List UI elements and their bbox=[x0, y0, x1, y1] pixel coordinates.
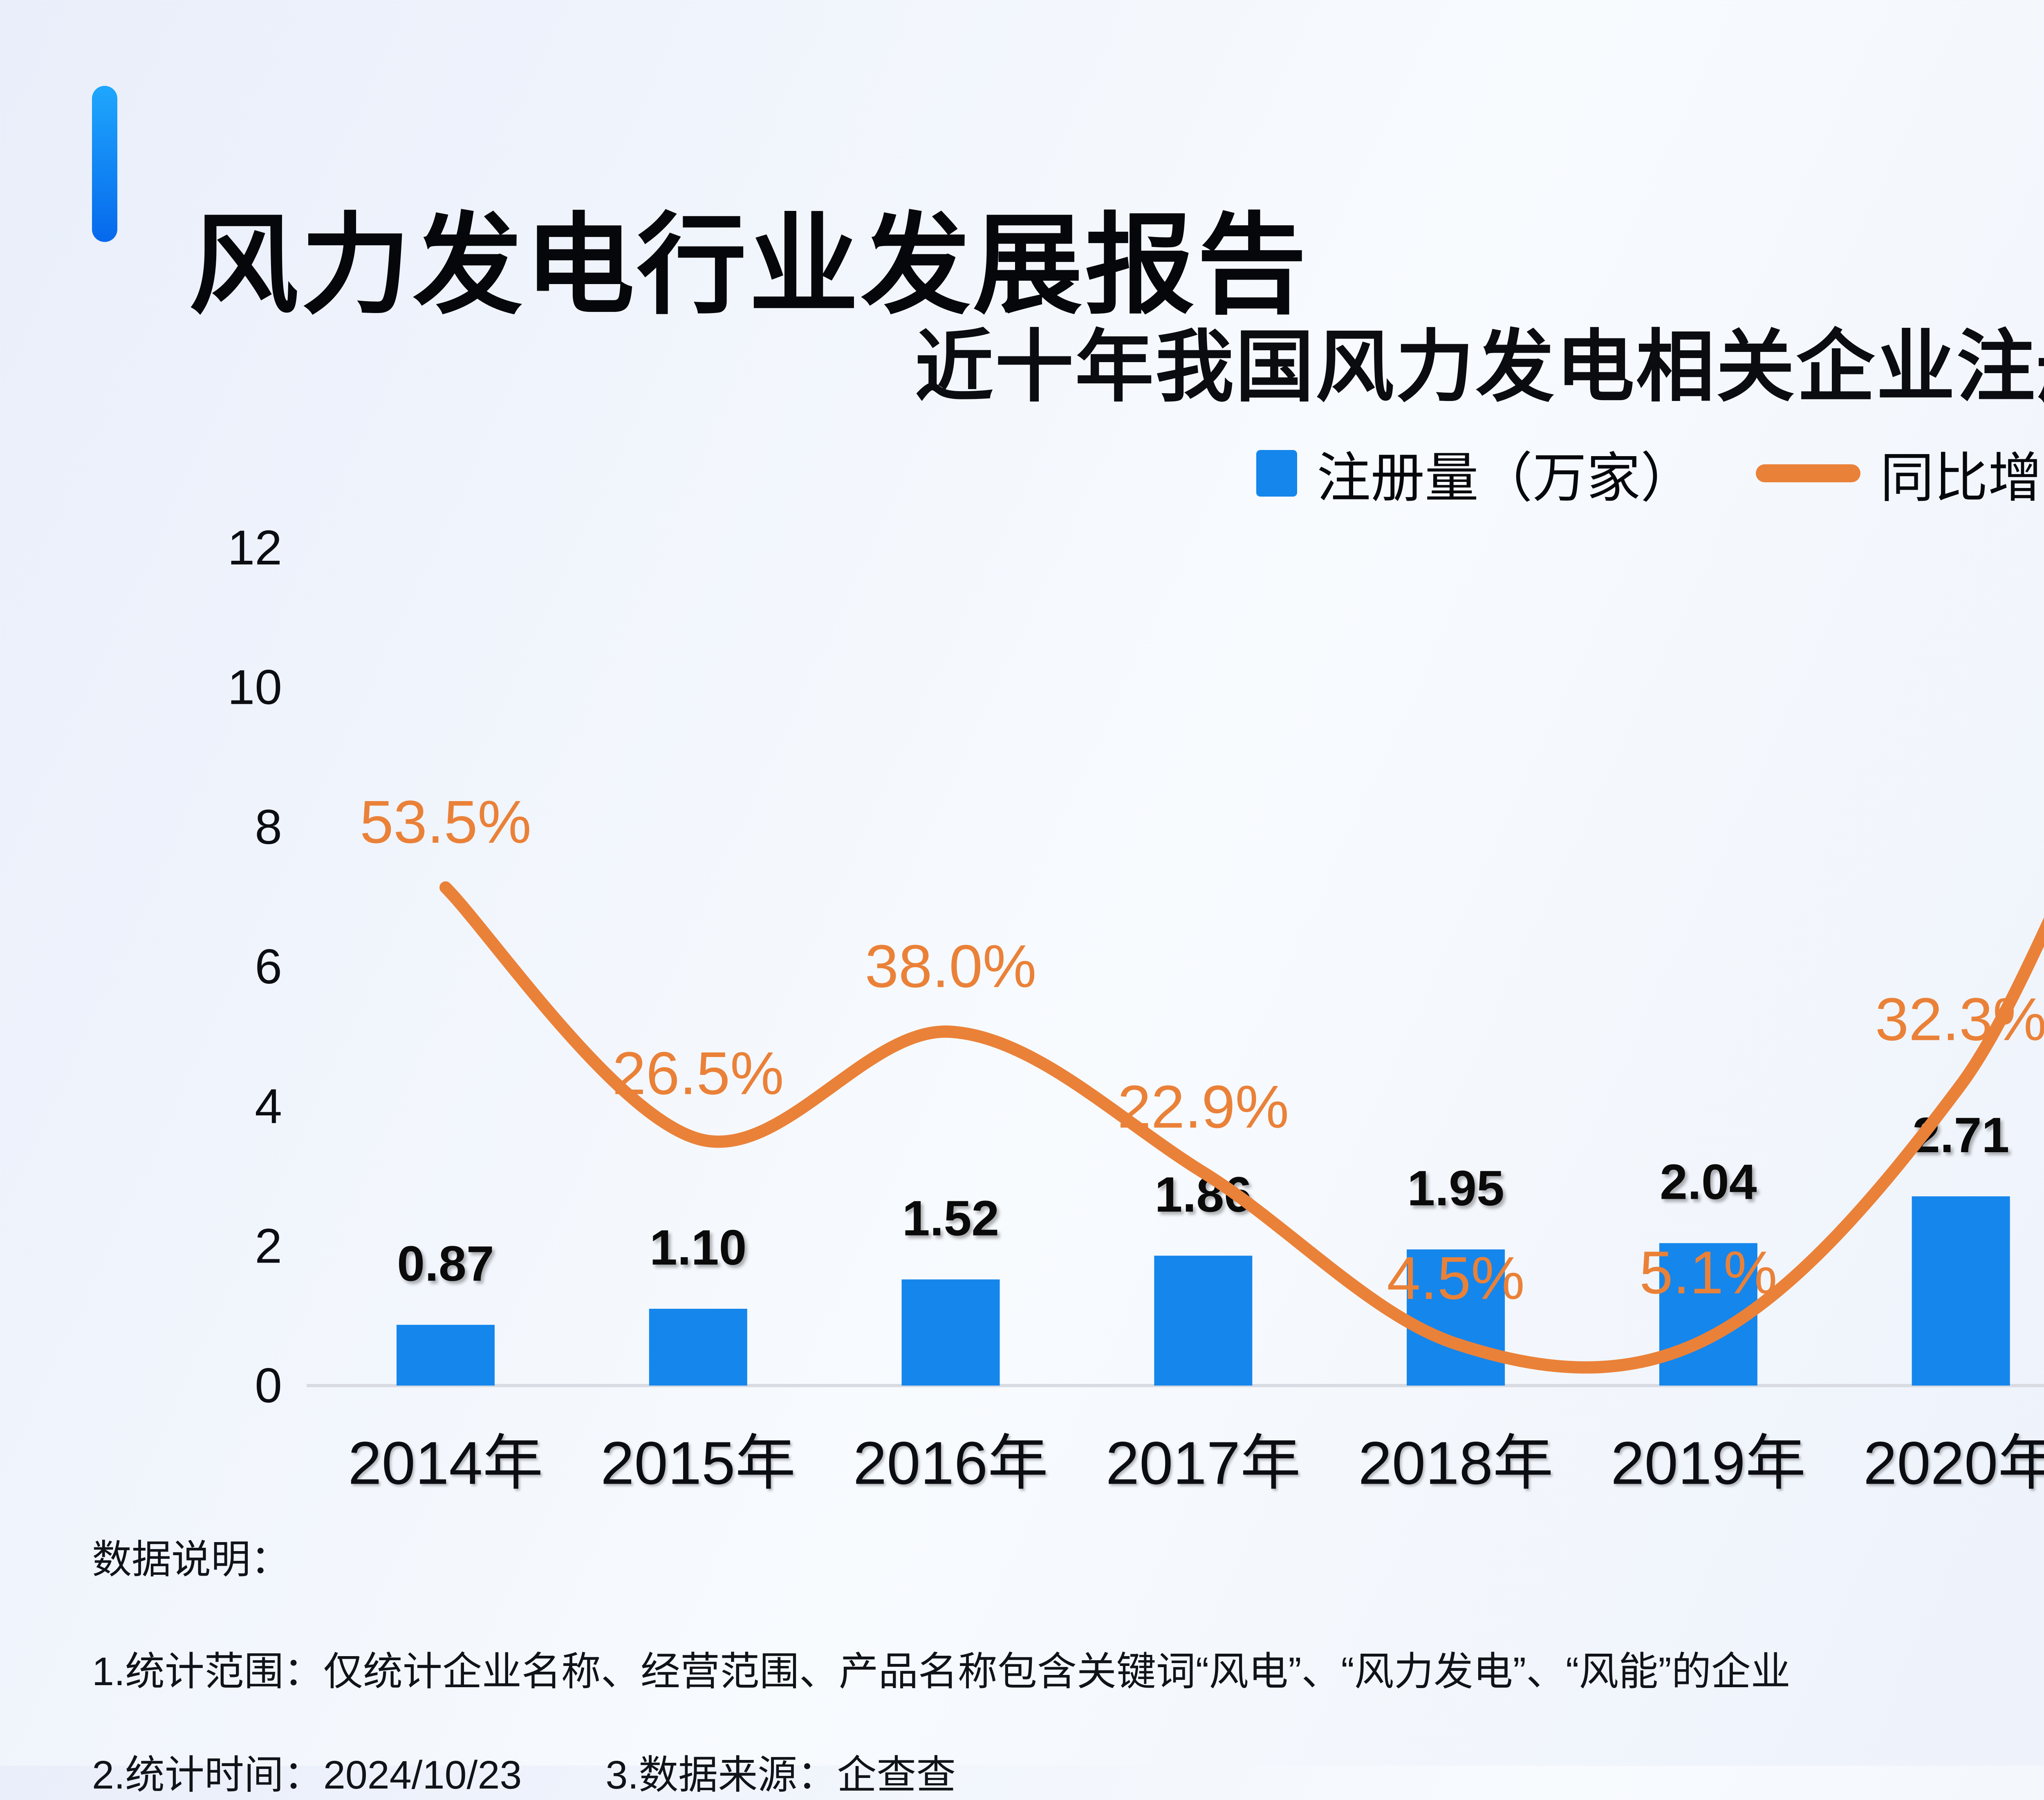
bar-2016年 bbox=[901, 1279, 1000, 1386]
growth-value-label: 26.5% bbox=[612, 1040, 784, 1107]
page-title: 风力发电行业发展报告 bbox=[189, 204, 1309, 327]
left-axis-tick: 4 bbox=[255, 1079, 282, 1134]
growth-value-label: 38.0% bbox=[865, 933, 1037, 1000]
x-axis-label: 2015年 bbox=[601, 1430, 796, 1497]
left-axis-tick: 6 bbox=[255, 939, 282, 994]
left-axis-tick: 8 bbox=[255, 799, 282, 854]
bar-value-label: 2.04 bbox=[1660, 1154, 1757, 1210]
legend-line-swatch bbox=[1756, 464, 1860, 482]
growth-value-label: 53.5% bbox=[360, 788, 531, 856]
footer-note-scope: 1.统计范围：仅统计企业名称、经营范围、产品名称包含关键词“风电”、“风力发电”… bbox=[92, 1649, 1791, 1694]
left-axis-tick: 12 bbox=[228, 520, 282, 575]
legend-bar-swatch bbox=[1256, 450, 1297, 497]
bar-2019年 bbox=[1659, 1243, 1757, 1386]
bar-2020年 bbox=[1912, 1196, 2010, 1386]
growth-value-label: 4.5% bbox=[1387, 1245, 1524, 1312]
footer-note-row: 2.统计时间：2024/10/23 3.数据来源：企查查 bbox=[92, 1742, 1791, 1800]
growth-value-label: 32.3% bbox=[1875, 986, 2044, 1053]
footer-heading: 数据说明： bbox=[92, 1537, 290, 1582]
legend-line-label: 同比增速 bbox=[1880, 448, 2044, 508]
x-axis-label: 2016年 bbox=[853, 1430, 1048, 1497]
x-axis-label: 2014年 bbox=[348, 1430, 543, 1497]
x-axis-label: 2020年 bbox=[1863, 1430, 2044, 1497]
chart-legend: 注册量（万家） 同比增速 bbox=[307, 445, 2044, 508]
x-axis-label: 2019年 bbox=[1611, 1430, 1806, 1497]
bar-2015年 bbox=[649, 1309, 747, 1386]
bar-2014年 bbox=[397, 1325, 495, 1386]
growth-value-label: 22.9% bbox=[1118, 1073, 1289, 1141]
growth-value-label: 5.1% bbox=[1639, 1239, 1777, 1306]
bar-value-label: 1.52 bbox=[902, 1190, 999, 1246]
x-axis-label: 2018年 bbox=[1358, 1430, 1553, 1497]
bar-value-label: 1.10 bbox=[650, 1220, 746, 1275]
x-axis-label: 2017年 bbox=[1106, 1430, 1301, 1497]
bar-2018年 bbox=[1407, 1249, 1505, 1386]
bar-2017年 bbox=[1154, 1256, 1253, 1386]
footer-notes: 数据说明： 1.统计范围：仅统计企业名称、经营范围、产品名称包含关键词“风电”、… bbox=[92, 1527, 1791, 1800]
growth-line bbox=[439, 881, 2044, 1374]
left-axis-tick: 10 bbox=[228, 660, 282, 715]
chart-title: 近十年我国风力发电相关企业注册量及增速 bbox=[915, 323, 2044, 411]
bar-value-label: 1.95 bbox=[1407, 1160, 1504, 1216]
legend-item-bar: 注册量（万家） bbox=[1256, 434, 1694, 513]
left-axis-tick: 0 bbox=[255, 1358, 282, 1413]
title-accent-bar bbox=[92, 86, 117, 242]
left-axis-tick: 2 bbox=[255, 1218, 282, 1273]
bar-value-label: 0.87 bbox=[397, 1236, 494, 1291]
legend-item-line: 同比增速 bbox=[1756, 434, 2044, 513]
legend-bar-label: 注册量（万家） bbox=[1317, 448, 1694, 508]
bar-value-label: 2.71 bbox=[1912, 1107, 2009, 1163]
bar-value-label: 1.86 bbox=[1155, 1166, 1252, 1222]
footer-note-date: 2.统计时间：2024/10/23 bbox=[92, 1753, 522, 1797]
footer-note-source: 3.数据来源：企查查 bbox=[605, 1753, 956, 1797]
